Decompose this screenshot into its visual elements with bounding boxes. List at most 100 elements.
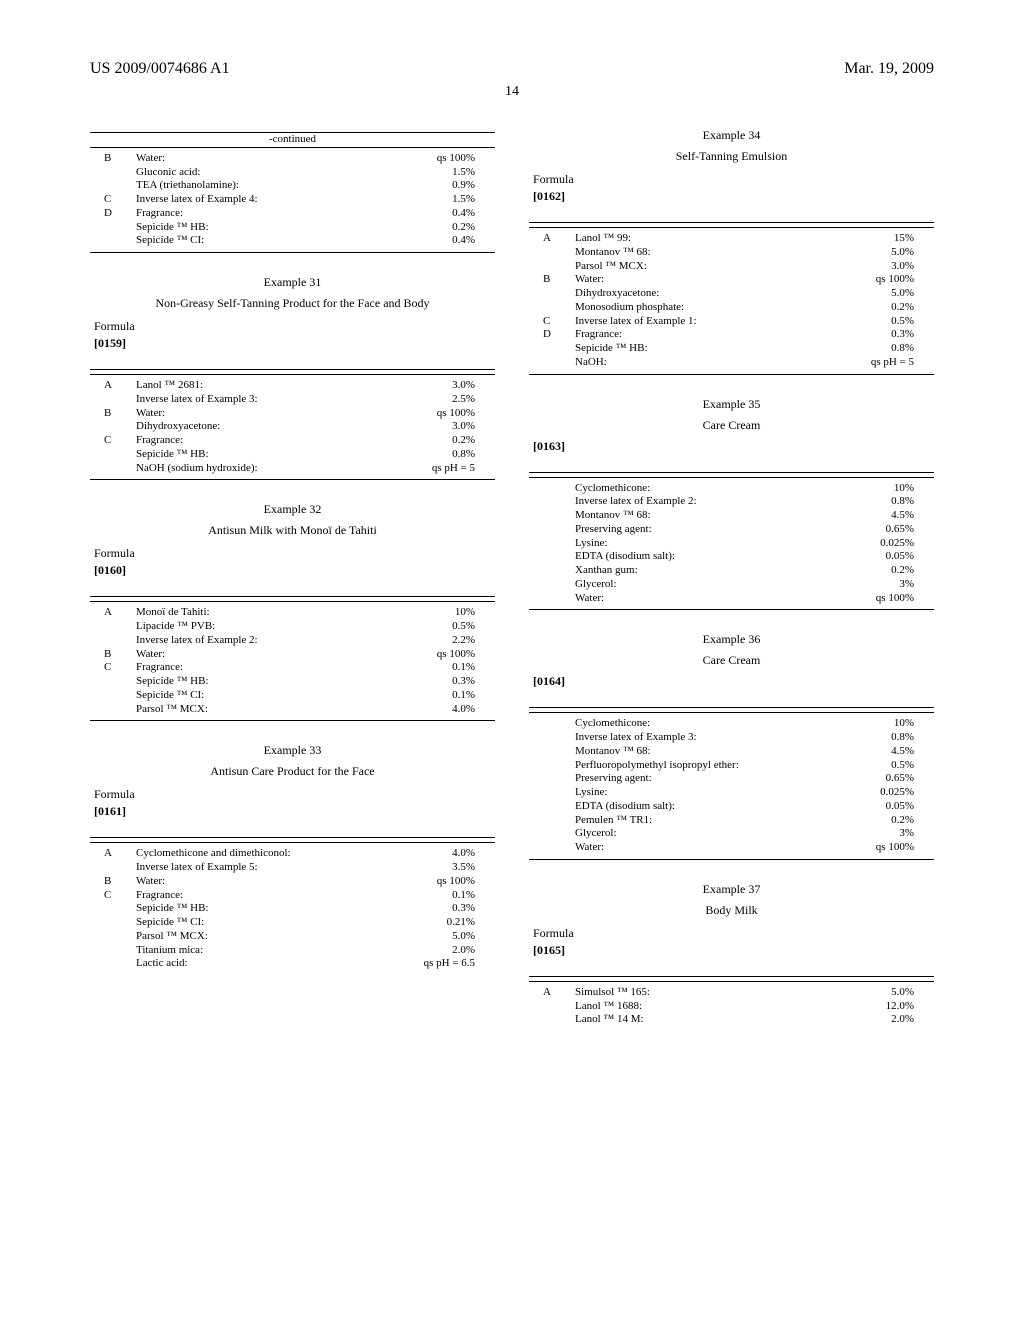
formula-label: Formula: [533, 926, 934, 941]
phase-cell: C: [90, 193, 134, 207]
phase-cell: [529, 759, 573, 773]
value-cell: 2.0%: [822, 1013, 934, 1027]
name-cell: Sepicide ™ CI:: [134, 689, 383, 703]
name-cell: Lactic acid:: [134, 957, 383, 971]
phase-cell: [529, 1013, 573, 1027]
name-cell: Water:: [134, 152, 383, 166]
phase-cell: B: [90, 875, 134, 889]
table-row: Inverse latex of Example 2:0.8%: [529, 495, 934, 509]
ex36-subtitle: Care Cream: [529, 653, 934, 668]
table-row: Inverse latex of Example 3:2.5%: [90, 393, 495, 407]
phase-cell: [529, 578, 573, 592]
name-cell: Parsol ™ MCX:: [134, 930, 383, 944]
phase-cell: [529, 814, 573, 828]
name-cell: Fragrance:: [134, 661, 383, 675]
value-cell: 1.5%: [383, 193, 495, 207]
value-cell: 0.3%: [383, 675, 495, 689]
phase-cell: [529, 841, 573, 855]
name-cell: Water:: [573, 841, 822, 855]
name-cell: Titanium mica:: [134, 944, 383, 958]
phase-cell: D: [90, 207, 134, 221]
phase-cell: [90, 861, 134, 875]
table-row: Lanol ™ 1688:12.0%: [529, 1000, 934, 1014]
value-cell: 0.5%: [822, 315, 934, 329]
phase-cell: [90, 234, 134, 248]
phase-cell: C: [90, 889, 134, 903]
name-cell: NaOH:: [573, 356, 822, 370]
ex34-subtitle: Self-Tanning Emulsion: [529, 149, 934, 164]
table-row: BWater:qs 100%: [90, 152, 495, 166]
value-cell: qs 100%: [383, 407, 495, 421]
table-row: AMonoï de Tahiti:10%: [90, 606, 495, 620]
name-cell: Lanol ™ 1688:: [573, 1000, 822, 1014]
name-cell: Monosodium phosphate:: [573, 301, 822, 315]
name-cell: Fragrance:: [134, 889, 383, 903]
phase-cell: [529, 800, 573, 814]
name-cell: Lanol ™ 2681:: [134, 379, 383, 393]
phase-cell: [529, 827, 573, 841]
table-row: ACyclomethicone and dimethiconol:4.0%: [90, 847, 495, 861]
name-cell: Parsol ™ MCX:: [573, 260, 822, 274]
table-ex33: ACyclomethicone and dimethiconol:4.0%Inv…: [90, 837, 495, 971]
value-cell: qs 100%: [383, 648, 495, 662]
phase-cell: C: [90, 661, 134, 675]
table-row: Sepicide ™ HB:0.3%: [90, 902, 495, 916]
name-cell: Inverse latex of Example 4:: [134, 193, 383, 207]
value-cell: 4.5%: [822, 509, 934, 523]
value-cell: 0.1%: [383, 689, 495, 703]
table-row: Montanov ™ 68:5.0%: [529, 246, 934, 260]
phase-cell: C: [90, 434, 134, 448]
phase-cell: [90, 620, 134, 634]
name-cell: Inverse latex of Example 3:: [573, 731, 822, 745]
table-row: ALanol ™ 99:15%: [529, 232, 934, 246]
value-cell: 0.3%: [822, 328, 934, 342]
name-cell: Cyclomethicone:: [573, 717, 822, 731]
formula-label: Formula: [533, 172, 934, 187]
name-cell: Dihydroxyacetone:: [573, 287, 822, 301]
value-cell: 5.0%: [822, 246, 934, 260]
name-cell: Sepicide ™ HB:: [134, 675, 383, 689]
value-cell: 4.0%: [383, 847, 495, 861]
table-row: Xanthan gum:0.2%: [529, 564, 934, 578]
phase-cell: A: [90, 606, 134, 620]
table-row: Pemulen ™ TR1:0.2%: [529, 814, 934, 828]
ex34-para: [0162]: [533, 189, 934, 204]
value-cell: 12.0%: [822, 1000, 934, 1014]
value-cell: qs pH = 6.5: [383, 957, 495, 971]
table-row: Sepicide ™ HB:0.2%: [90, 221, 495, 235]
table-row: DFragrance:0.3%: [529, 328, 934, 342]
name-cell: Cyclomethicone:: [573, 482, 822, 496]
phase-cell: [90, 957, 134, 971]
name-cell: Preserving agent:: [573, 523, 822, 537]
table-row: DFragrance:0.4%: [90, 207, 495, 221]
table-ex34: ALanol ™ 99:15%Montanov ™ 68:5.0%Parsol …: [529, 222, 934, 379]
table-row: BWater:qs 100%: [90, 648, 495, 662]
value-cell: 0.21%: [383, 916, 495, 930]
ex35-title: Example 35: [529, 397, 934, 412]
phase-cell: [90, 179, 134, 193]
value-cell: 0.4%: [383, 207, 495, 221]
table-ex35: Cyclomethicone:10%Inverse latex of Examp…: [529, 472, 934, 615]
phase-cell: [90, 916, 134, 930]
phase-cell: [90, 166, 134, 180]
phase-cell: C: [529, 315, 573, 329]
value-cell: 3.5%: [383, 861, 495, 875]
name-cell: Glycerol:: [573, 578, 822, 592]
phase-cell: [90, 930, 134, 944]
ex35-para: [0163]: [533, 439, 934, 454]
phase-cell: [529, 717, 573, 731]
name-cell: Inverse latex of Example 3:: [134, 393, 383, 407]
value-cell: 0.025%: [822, 537, 934, 551]
table-row: Sepicide ™ HB:0.8%: [529, 342, 934, 356]
table-row: Lysine:0.025%: [529, 786, 934, 800]
phase-cell: [529, 260, 573, 274]
phase-cell: [529, 301, 573, 315]
value-cell: 10%: [822, 482, 934, 496]
phase-cell: [529, 745, 573, 759]
name-cell: Sepicide ™ CI:: [134, 234, 383, 248]
table-row: ALanol ™ 2681:3.0%: [90, 379, 495, 393]
table-ex31: ALanol ™ 2681:3.0%Inverse latex of Examp…: [90, 369, 495, 484]
value-cell: 0.05%: [822, 550, 934, 564]
name-cell: Xanthan gum:: [573, 564, 822, 578]
table-row: BWater:qs 100%: [90, 407, 495, 421]
